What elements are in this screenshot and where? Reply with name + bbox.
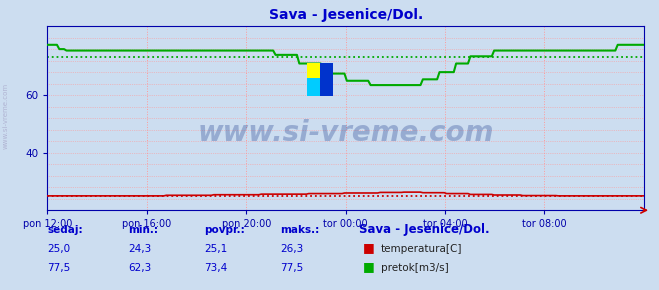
- Text: 73,4: 73,4: [204, 263, 227, 273]
- Text: sedaj:: sedaj:: [47, 225, 83, 235]
- Text: 62,3: 62,3: [129, 263, 152, 273]
- Text: 77,5: 77,5: [47, 263, 71, 273]
- Text: 25,1: 25,1: [204, 244, 227, 254]
- Text: pretok[m3/s]: pretok[m3/s]: [381, 263, 449, 273]
- Bar: [307, 78, 320, 96]
- Bar: [320, 63, 333, 96]
- Text: 26,3: 26,3: [280, 244, 303, 254]
- Bar: [307, 63, 320, 96]
- Title: Sava - Jesenice/Dol.: Sava - Jesenice/Dol.: [268, 8, 423, 22]
- Text: 24,3: 24,3: [129, 244, 152, 254]
- Text: 25,0: 25,0: [47, 244, 71, 254]
- Text: Sava - Jesenice/Dol.: Sava - Jesenice/Dol.: [359, 224, 490, 236]
- Text: ■: ■: [362, 242, 374, 254]
- Text: min.:: min.:: [129, 225, 159, 235]
- Text: povpr.:: povpr.:: [204, 225, 245, 235]
- Text: maks.:: maks.:: [280, 225, 320, 235]
- Text: www.si-vreme.com: www.si-vreme.com: [3, 83, 9, 149]
- Text: temperatura[C]: temperatura[C]: [381, 244, 463, 254]
- Text: www.si-vreme.com: www.si-vreme.com: [198, 119, 494, 147]
- Text: 77,5: 77,5: [280, 263, 303, 273]
- Text: ■: ■: [362, 260, 374, 273]
